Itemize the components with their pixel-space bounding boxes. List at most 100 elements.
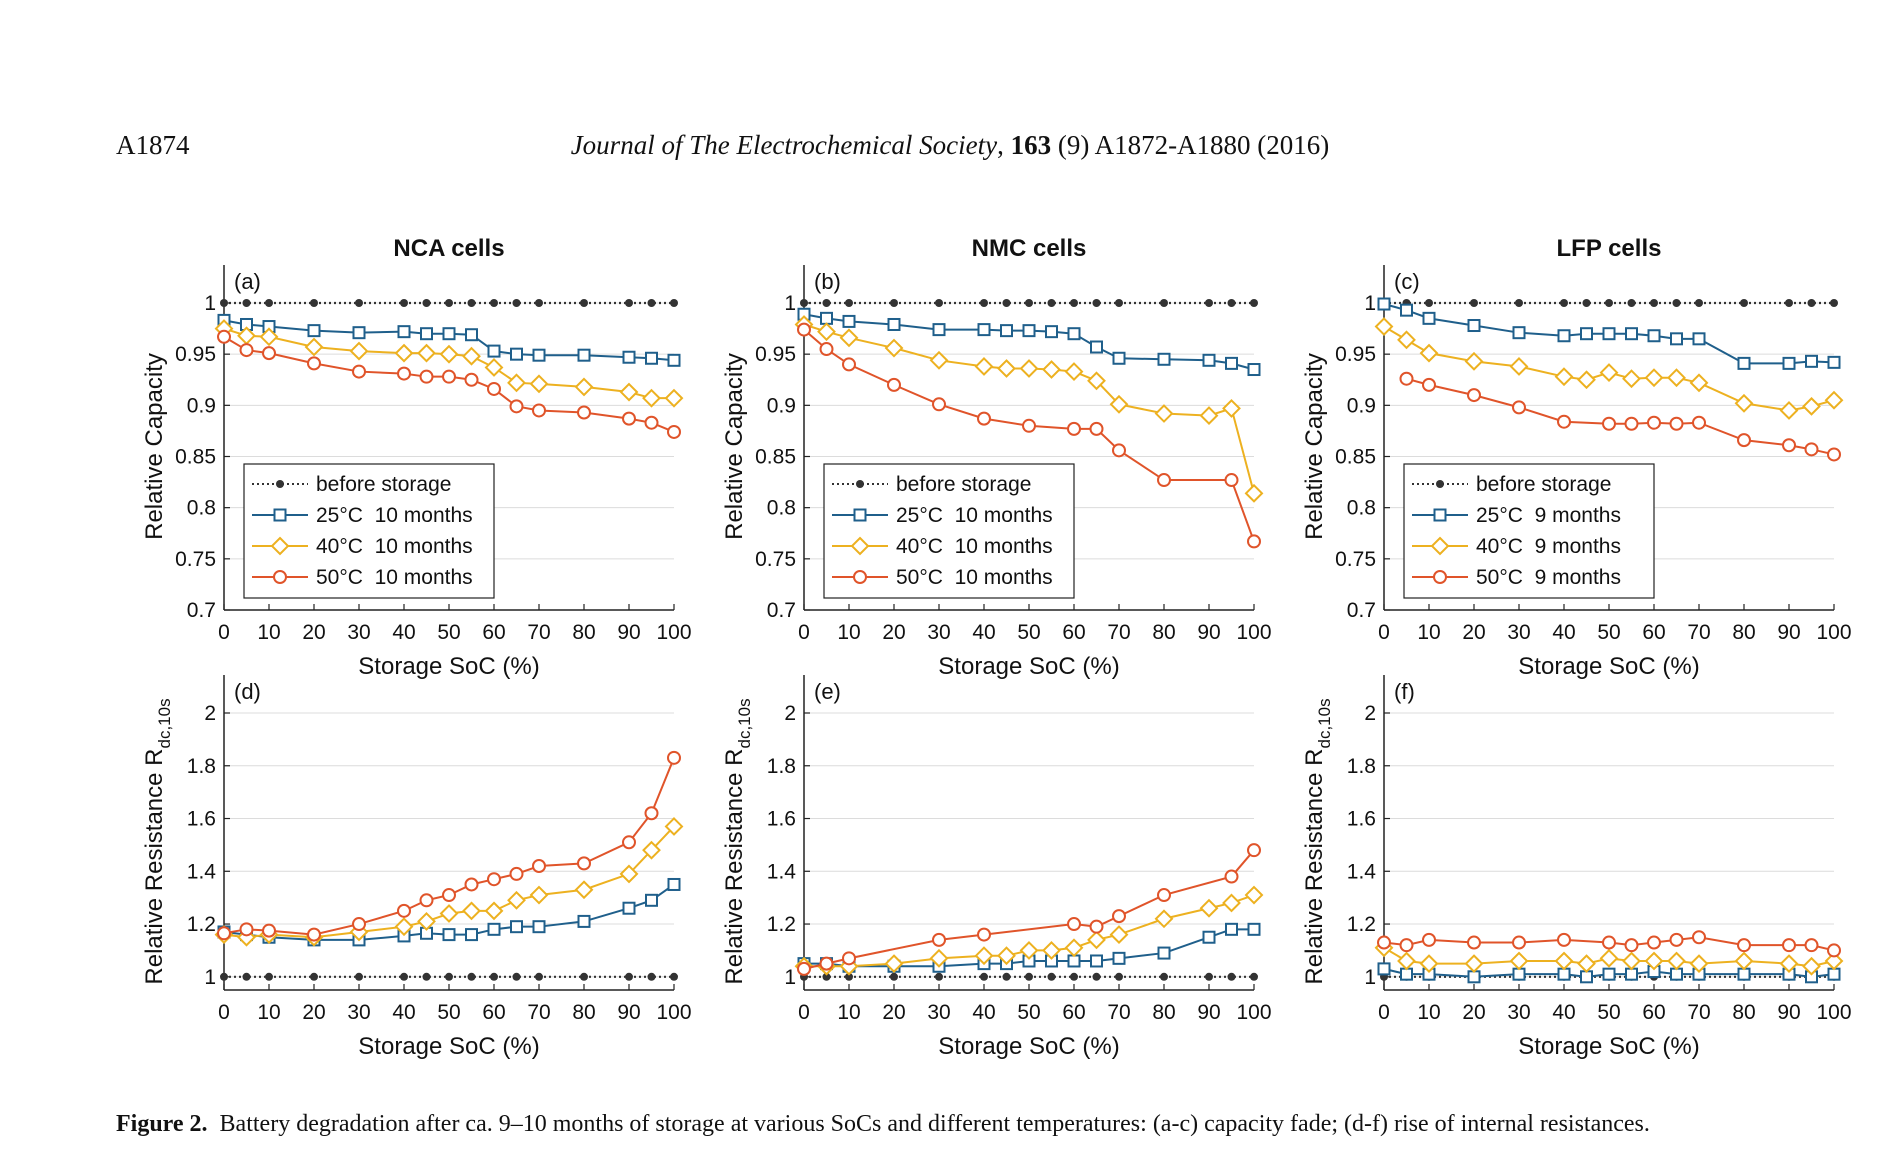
- data-point: [1154, 404, 1174, 423]
- panel-label: (c): [1394, 269, 1420, 294]
- data-point: [1244, 483, 1264, 503]
- series-line: [223, 883, 675, 941]
- data-point: [1582, 299, 1591, 307]
- x-axis-label: Storage SoC (%): [1518, 653, 1699, 680]
- data-point: [642, 388, 661, 408]
- data-point: [1625, 327, 1638, 341]
- y-axis-label-subscript: dc,10s: [1315, 698, 1334, 748]
- journal-issue-pages: (9) A1872-A1880 (2016): [1051, 130, 1330, 160]
- x-axis-label: Storage SoC (%): [358, 1033, 539, 1060]
- y-tick-label: 1.4: [1347, 860, 1377, 883]
- data-point: [510, 920, 523, 934]
- data-point: [352, 326, 366, 340]
- x-tick-label: 70: [1107, 621, 1130, 644]
- legend-label: before storage: [1476, 473, 1611, 496]
- data-point: [1824, 951, 1844, 971]
- y-tick-label: 1.2: [187, 913, 216, 936]
- data-point: [932, 323, 946, 337]
- series-t50: [217, 750, 681, 942]
- y-tick-label: 1: [784, 966, 796, 989]
- data-point: [1112, 351, 1126, 365]
- data-point: [625, 972, 633, 981]
- data-point: [997, 359, 1016, 378]
- data-point: [1740, 299, 1748, 307]
- data-point: [352, 364, 366, 379]
- data-point: [1647, 415, 1661, 430]
- y-axis-label-main: Relative Capacity: [141, 353, 168, 540]
- data-point: [487, 872, 501, 887]
- data-point: [532, 348, 546, 362]
- series-line: [223, 825, 675, 939]
- data-point: [310, 972, 318, 981]
- data-point: [1692, 332, 1706, 346]
- data-point: [397, 903, 411, 918]
- data-point: [1000, 324, 1013, 338]
- x-tick-label: 100: [1816, 621, 1851, 644]
- data-point: [890, 972, 898, 981]
- data-point: [1644, 368, 1664, 388]
- data-point: [1557, 329, 1571, 343]
- x-tick-label: 80: [1732, 1001, 1755, 1024]
- x-tick-label: 60: [1062, 1001, 1085, 1024]
- x-tick-label: 20: [1462, 621, 1485, 644]
- data-point: [1644, 951, 1664, 971]
- legend-label: before storage: [316, 473, 451, 496]
- x-tick-label: 20: [302, 1001, 325, 1024]
- data-point: [1067, 421, 1081, 436]
- x-tick-label: 0: [218, 1001, 230, 1024]
- x-tick-label: 30: [347, 621, 370, 644]
- data-point: [819, 342, 834, 357]
- data-point: [820, 311, 833, 325]
- data-point: [1224, 869, 1239, 884]
- data-point: [1692, 415, 1706, 430]
- series-t25: [1377, 297, 1841, 370]
- data-point: [890, 299, 898, 307]
- journal-name: Journal of The Electrochemical Society: [570, 130, 998, 160]
- data-point: [1199, 898, 1219, 918]
- data-point: [932, 932, 946, 947]
- y-tick-label: 0.8: [187, 497, 216, 520]
- y-tick-label: 0.8: [767, 497, 796, 520]
- x-tick-label: 30: [927, 1001, 950, 1024]
- data-point: [1554, 367, 1574, 387]
- data-point: [1157, 473, 1171, 488]
- data-point: [490, 972, 498, 981]
- data-point: [239, 343, 254, 358]
- data-point: [1622, 951, 1641, 971]
- x-tick-label: 90: [1197, 1001, 1220, 1024]
- y-axis-label: Relative Capacity: [721, 353, 748, 540]
- data-point: [1225, 922, 1238, 936]
- data-point: [512, 299, 521, 307]
- data-point: [259, 327, 279, 347]
- data-point: [1802, 956, 1821, 976]
- y-tick-label: 1.2: [1347, 913, 1376, 936]
- x-tick-label: 0: [798, 1001, 810, 1024]
- data-point: [1512, 935, 1526, 950]
- data-point: [797, 961, 811, 976]
- data-point: [1092, 972, 1101, 981]
- series-t50: [797, 843, 1261, 976]
- chart-title: NMC cells: [972, 235, 1087, 262]
- data-point: [507, 373, 526, 393]
- chart-panel-e: 11.21.41.61.820 10 20 30 40 50 60 70 80 90 100Stor…: [721, 675, 1272, 1060]
- data-point: [262, 923, 276, 938]
- legend-entry-t50: 50°C 9 months: [1412, 566, 1621, 589]
- data-point: [422, 299, 431, 307]
- data-point: [1399, 938, 1414, 953]
- data-point: [464, 372, 479, 387]
- data-point: [442, 327, 456, 341]
- data-point: [664, 817, 684, 836]
- data-point: [822, 299, 831, 307]
- x-tick-label: 10: [837, 1001, 860, 1024]
- data-point: [1557, 414, 1571, 429]
- data-point: [577, 405, 591, 420]
- data-point: [1737, 356, 1751, 370]
- data-point: [1019, 359, 1039, 378]
- journal-citation: Journal of The Electrochemical Society, …: [570, 130, 1330, 160]
- data-point: [1087, 371, 1106, 391]
- data-point: [1112, 443, 1126, 458]
- data-point: [935, 299, 943, 307]
- data-point: [532, 859, 546, 874]
- data-point: [1804, 938, 1819, 953]
